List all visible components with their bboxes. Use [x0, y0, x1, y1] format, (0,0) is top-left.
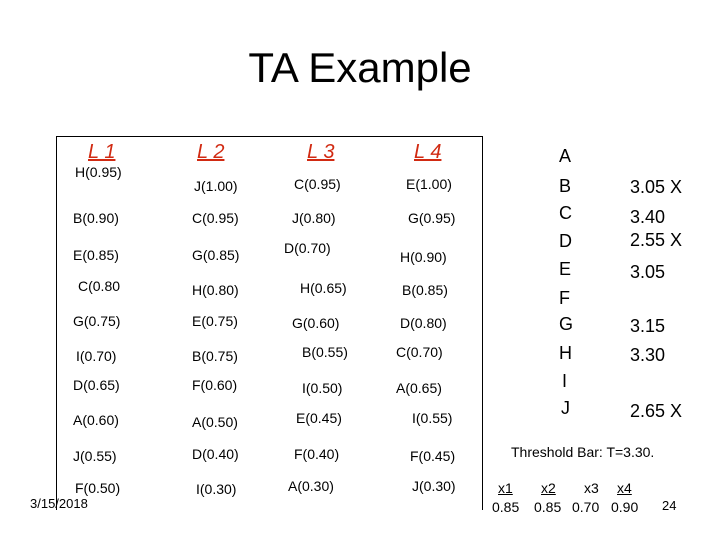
x-label: x2: [541, 480, 556, 496]
object-score: 3.05: [630, 262, 666, 282]
l3-item: J(0.80): [292, 210, 336, 226]
l2-item: E(0.75): [192, 313, 238, 329]
table-right-border: [482, 136, 483, 510]
l4-item: A(0.65): [396, 380, 442, 396]
x-value: 0.70: [572, 499, 600, 515]
x-label: x1: [498, 480, 513, 496]
l1-item: G(0.75): [73, 313, 121, 329]
l4-item: F(0.45): [410, 448, 456, 464]
object-score: 3.30: [630, 345, 666, 365]
l2-item: C(0.95): [192, 210, 239, 226]
l4-item: I(0.55): [412, 410, 453, 426]
table-top-border: [56, 136, 483, 137]
l3-item: E(0.45): [296, 410, 342, 426]
l3-item: A(0.30): [288, 478, 334, 494]
object-score: 3.15: [630, 316, 666, 336]
l3-item: G(0.60): [292, 315, 340, 331]
page-number: 24: [662, 498, 677, 513]
l2-item: I(0.30): [196, 481, 237, 497]
l3-item: B(0.55): [302, 344, 348, 360]
l3-item: C(0.95): [294, 176, 341, 192]
l1-item: J(0.55): [73, 448, 117, 464]
l1-item: I(0.70): [76, 348, 117, 364]
l3-item: H(0.65): [300, 280, 347, 296]
l2-item: J(1.00): [194, 178, 238, 194]
object-letter: D: [559, 231, 572, 251]
object-letter: H: [559, 343, 572, 363]
object-score: 3.05 X: [630, 177, 683, 197]
object-letter: A: [559, 146, 572, 166]
list-header-l2: L 2: [197, 141, 225, 163]
object-letter: J: [561, 398, 570, 418]
object-letter: B: [559, 176, 572, 196]
object-letter: G: [559, 314, 574, 334]
l1-item: B(0.90): [73, 210, 119, 226]
x-value: 0.90: [611, 499, 639, 515]
threshold-text: Threshold Bar: T=3.30.: [511, 444, 655, 460]
object-letter: E: [559, 259, 572, 279]
l4-item: E(1.00): [406, 176, 452, 192]
l1-item: A(0.60): [73, 412, 119, 428]
x-label: x3: [584, 480, 599, 496]
object-score: 2.65 X: [630, 401, 683, 421]
l2-item: G(0.85): [192, 247, 240, 263]
list-header-l3: L 3: [307, 141, 335, 163]
x-value: 0.85: [534, 499, 562, 515]
slide-date: 3/15/2018: [30, 496, 88, 511]
object-letter: C: [559, 203, 572, 223]
l4-item: H(0.90): [400, 249, 447, 265]
l1-item: E(0.85): [73, 247, 119, 263]
object-score: 2.55 X: [630, 230, 683, 250]
l4-item: C(0.70): [396, 344, 443, 360]
l1-item: C(0.80: [78, 278, 121, 294]
l2-item: D(0.40): [192, 446, 239, 462]
l3-item: I(0.50): [302, 380, 343, 396]
l4-item: B(0.85): [402, 282, 448, 298]
l3-item: F(0.40): [294, 446, 340, 462]
l2-item: H(0.80): [192, 282, 239, 298]
list-header-l4: L 4: [414, 141, 442, 163]
l2-item: A(0.50): [192, 414, 238, 430]
l4-item: J(0.30): [412, 478, 456, 494]
x-value: 0.85: [492, 499, 520, 515]
page-title: TA Example: [248, 44, 472, 91]
l1-item: D(0.65): [73, 377, 120, 393]
l1-item: F(0.50): [75, 480, 121, 496]
x-label: x4: [617, 480, 632, 496]
l4-item: D(0.80): [400, 315, 447, 331]
l3-item: D(0.70): [284, 240, 331, 256]
object-letter: I: [562, 371, 568, 391]
object-letter: F: [559, 288, 570, 308]
object-score: 3.40: [630, 207, 666, 227]
l4-item: G(0.95): [408, 210, 456, 226]
l2-item: F(0.60): [192, 377, 238, 393]
list-header-l1: L 1: [88, 141, 116, 163]
l1-item: H(0.95): [75, 164, 122, 180]
l2-item: B(0.75): [192, 348, 238, 364]
table-left-border: [56, 136, 57, 510]
